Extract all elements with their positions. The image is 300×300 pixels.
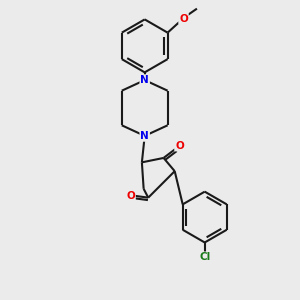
Text: O: O	[175, 141, 184, 151]
Text: O: O	[126, 191, 135, 201]
Text: N: N	[140, 75, 149, 85]
Text: N: N	[140, 131, 149, 141]
Text: Cl: Cl	[199, 252, 210, 262]
Text: O: O	[179, 14, 188, 23]
